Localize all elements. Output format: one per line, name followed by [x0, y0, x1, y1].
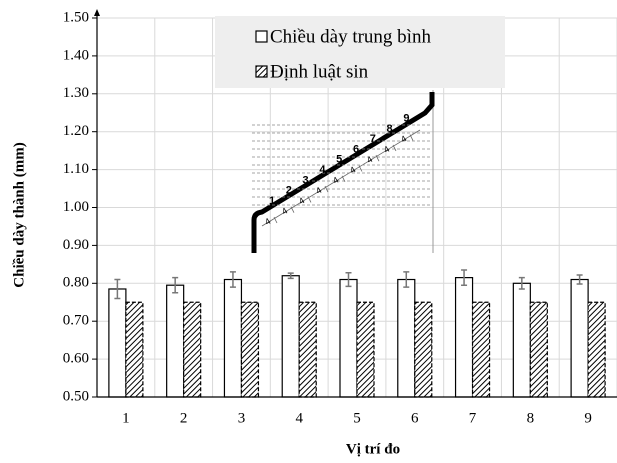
x-tick-label: 8	[527, 410, 535, 426]
legend-label: Định luật sin	[270, 61, 369, 82]
y-tick-label: 0.80	[63, 275, 89, 291]
bar	[414, 301, 433, 398]
bars	[108, 269, 606, 398]
x-tick-label: 1	[122, 410, 130, 426]
inset-angle-label: 4	[280, 206, 289, 217]
inset-tick	[358, 165, 363, 172]
x-tick-label: 4	[295, 410, 303, 426]
bar	[240, 301, 260, 398]
inset-angle-label: 4	[297, 195, 306, 206]
bar	[471, 301, 491, 398]
legend-swatch	[255, 65, 268, 78]
bar	[570, 278, 589, 398]
y-axis-arrow	[94, 9, 100, 16]
y-axis-title: Chiều dày thành (mm)	[11, 142, 27, 287]
inset-angle-label: 4	[382, 144, 391, 155]
inset-tick	[375, 155, 380, 162]
inset-position-label: 9	[403, 113, 409, 125]
error-bar	[576, 274, 583, 285]
y-tick-label: 1.10	[63, 161, 89, 177]
inset-angle-label: 4	[365, 154, 374, 165]
x-tick-label: 7	[469, 410, 477, 426]
inset-position-label: 7	[370, 133, 376, 145]
bar	[454, 277, 474, 398]
inset-tick	[341, 175, 346, 182]
y-tick-label: 1.00	[63, 199, 89, 215]
inset-position-label: 2	[286, 185, 292, 197]
inset-tick	[324, 185, 329, 193]
inset-tick	[290, 206, 295, 213]
y-tick-label: 0.70	[63, 313, 89, 329]
inset-position-label: 4	[319, 164, 326, 176]
bar	[587, 301, 606, 398]
bar	[125, 301, 144, 398]
error-bar	[518, 276, 525, 290]
error-bar	[172, 276, 179, 294]
inset-position-label: 5	[336, 154, 342, 166]
inset-angle-label: 4	[331, 175, 340, 186]
inset-angle-label: 4	[314, 185, 323, 196]
inset-position-label: 6	[353, 143, 359, 155]
legend-swatch	[255, 30, 268, 43]
inset-tick	[273, 216, 278, 224]
error-bar	[114, 278, 121, 300]
inset-tick	[307, 196, 312, 203]
inset-position-label: 3	[303, 174, 309, 186]
inset-angle-label: 4	[263, 216, 272, 227]
y-tick-label: 0.90	[63, 237, 89, 253]
bar	[183, 301, 202, 398]
bar	[356, 301, 375, 398]
error-bar	[229, 271, 236, 288]
bar	[223, 278, 243, 398]
x-tick-label: 3	[238, 410, 246, 426]
bar	[298, 301, 317, 398]
x-tick-label: 2	[180, 410, 188, 426]
error-bar	[345, 271, 352, 288]
bar	[529, 301, 548, 398]
bar	[512, 282, 531, 398]
x-axis-title: Vị trí đo	[346, 441, 400, 457]
bar	[166, 284, 185, 398]
bar	[339, 278, 358, 398]
inset-tick	[392, 144, 397, 152]
bar	[397, 278, 416, 398]
y-tick-label: 1.20	[63, 123, 89, 139]
error-bar	[403, 271, 410, 288]
y-tick-label: 1.30	[63, 85, 89, 101]
inset-position-label: 8	[387, 123, 393, 135]
bar	[108, 288, 127, 398]
x-tick-label: 6	[411, 410, 419, 426]
x-tick-label: 9	[584, 410, 592, 426]
y-tick-label: 0.60	[63, 351, 89, 367]
inset-angle-label: 4	[348, 164, 357, 175]
y-tick-label: 1.50	[63, 9, 89, 25]
inset-tick	[409, 134, 414, 141]
y-tick-label: 1.40	[63, 47, 89, 63]
error-bar	[287, 272, 294, 280]
x-tick-label: 5	[353, 410, 361, 426]
inset-position-label: 1	[269, 195, 275, 207]
bar	[281, 275, 300, 398]
legend-label: Chiều dày trung bình	[270, 26, 431, 47]
inset-angle-label: 4	[399, 133, 408, 144]
error-bar	[461, 269, 468, 286]
y-tick-label: 0.50	[63, 388, 89, 404]
